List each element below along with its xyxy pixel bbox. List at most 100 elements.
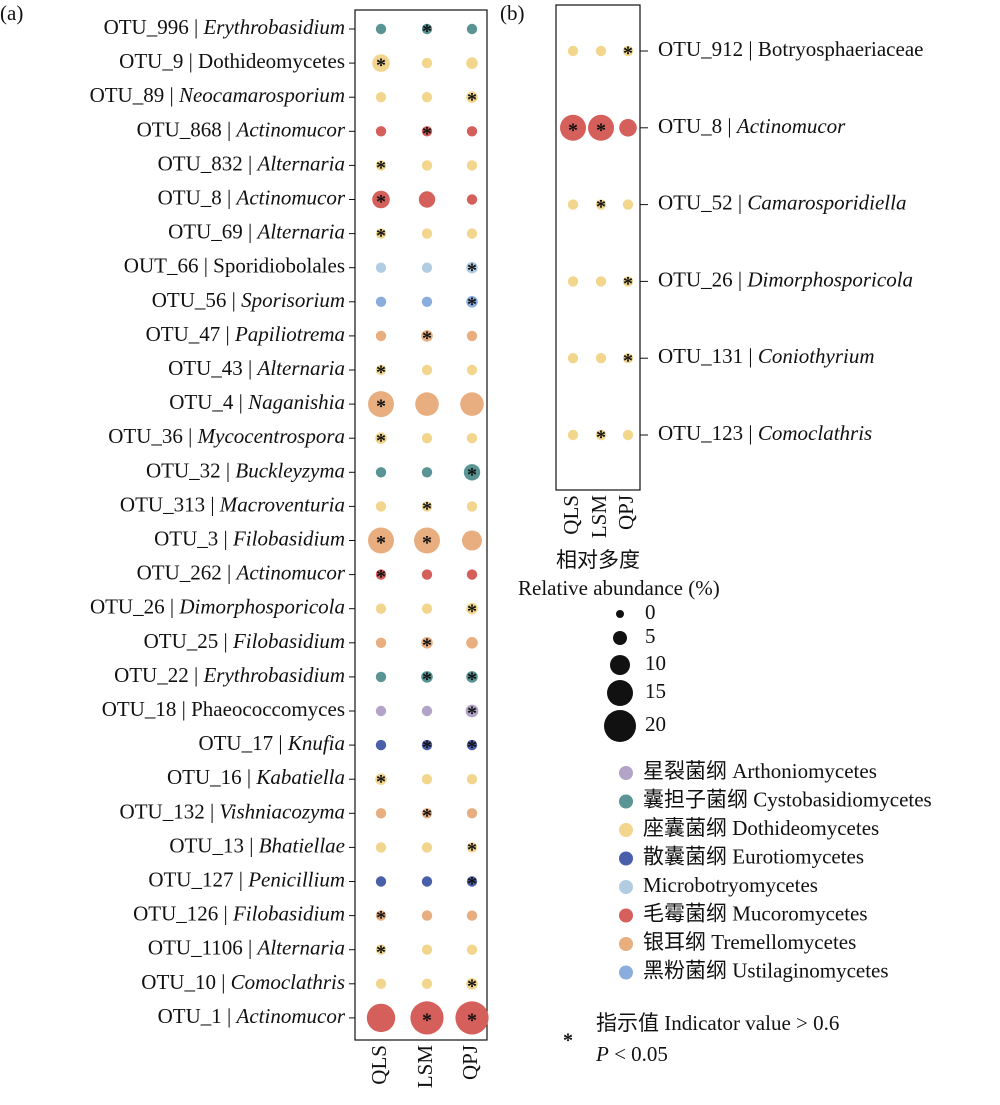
bubble bbox=[466, 501, 478, 512]
bubble bbox=[466, 637, 478, 649]
otu-id: OTU_1 | bbox=[158, 1004, 232, 1028]
size-legend-dot bbox=[604, 710, 636, 742]
bubble bbox=[375, 330, 387, 342]
bubble bbox=[466, 57, 478, 69]
bubble bbox=[466, 364, 478, 376]
indicator-star: * bbox=[467, 293, 477, 315]
otu-id: OTU_17 | bbox=[198, 731, 282, 755]
panel-frame bbox=[354, 9, 488, 1041]
taxon: Actinomucor bbox=[235, 560, 346, 584]
bubble bbox=[462, 530, 482, 551]
bubble bbox=[622, 276, 634, 287]
indicator-star: * bbox=[376, 566, 386, 588]
otu-id: OTU_313 | bbox=[120, 492, 215, 516]
indicator-star: * bbox=[376, 430, 386, 452]
indicator-star: * bbox=[422, 1009, 432, 1031]
size-legend-label: 5 bbox=[645, 624, 656, 648]
indicator-star: * bbox=[376, 771, 386, 793]
bubble bbox=[421, 603, 433, 614]
row-label: OTU_132 | Vishniacozyma bbox=[120, 799, 345, 823]
otu-id: OTU_52 | bbox=[658, 190, 742, 214]
indicator-star: * bbox=[422, 498, 432, 520]
bubble bbox=[421, 705, 433, 717]
indicator-star: * bbox=[467, 975, 477, 997]
bubble bbox=[421, 569, 433, 580]
class-legend-dot bbox=[619, 766, 633, 780]
otu-id: OTU_43 | bbox=[168, 356, 252, 380]
row-label: OTU_868 | Actinomucor bbox=[137, 117, 346, 141]
row-label: OTU_13 | Bhatiellae bbox=[169, 833, 345, 857]
class-legend-label: 座囊菌纲 Dothideomycetes bbox=[643, 816, 879, 840]
bubble bbox=[375, 637, 387, 648]
bubble bbox=[375, 467, 387, 478]
bubble bbox=[414, 527, 440, 554]
bubble bbox=[375, 603, 387, 614]
otu-id: OTU_26 | bbox=[658, 267, 742, 291]
indicator-star: * bbox=[596, 427, 606, 449]
bubble bbox=[466, 842, 478, 853]
class-legend-dot bbox=[619, 880, 633, 894]
taxon: Actinomucor bbox=[235, 1004, 346, 1028]
bubble bbox=[421, 228, 433, 239]
size-legend-label: 0 bbox=[645, 600, 656, 624]
bubble bbox=[466, 160, 478, 171]
bubble bbox=[421, 876, 433, 887]
bubble bbox=[588, 114, 614, 141]
bubble bbox=[421, 842, 433, 853]
size-legend-dot bbox=[616, 610, 624, 618]
indicator-star: * bbox=[467, 668, 477, 690]
row-label: OTU_127 | Penicillium bbox=[148, 867, 345, 891]
otu-id: OTU_8 | bbox=[158, 185, 232, 209]
bubble bbox=[421, 126, 433, 137]
row-label: OTU_18 | Phaeococcomyces bbox=[102, 697, 345, 721]
row-label: OTU_123 | Comoclathris bbox=[658, 421, 872, 445]
taxon: Alternaria bbox=[256, 356, 346, 380]
bubble bbox=[466, 808, 478, 819]
otu-id: OTU_10 | bbox=[141, 970, 225, 994]
bubble bbox=[375, 944, 387, 955]
bubble bbox=[466, 739, 478, 751]
bubble bbox=[567, 276, 579, 287]
otu-id: OTU_25 | bbox=[144, 629, 228, 653]
taxon: Sporidiobolales bbox=[213, 254, 345, 278]
bubble bbox=[421, 467, 433, 478]
panel-frame bbox=[555, 4, 641, 491]
otu-id: OTU_3 | bbox=[154, 526, 228, 550]
taxon: Filobasidium bbox=[232, 901, 345, 925]
taxon: Filobasidium bbox=[232, 629, 345, 653]
size-legend-label: 20 bbox=[645, 712, 666, 736]
bubble bbox=[466, 296, 478, 308]
bubble bbox=[466, 23, 478, 35]
bubble bbox=[622, 353, 634, 364]
size-legend-dot bbox=[610, 655, 630, 675]
otu-id: OTU_32 | bbox=[146, 458, 230, 482]
size-legend-dot bbox=[613, 631, 627, 645]
row-label: OTU_10 | Comoclathris bbox=[141, 970, 345, 994]
row-label: OTU_16 | Kabatiella bbox=[167, 765, 345, 789]
indicator-star: * bbox=[376, 191, 386, 213]
class-legend-dot bbox=[619, 937, 633, 951]
bubble bbox=[375, 978, 387, 989]
indicator-star: * bbox=[422, 21, 432, 43]
indicator-star: * bbox=[596, 196, 606, 218]
row-label: OTU_3 | Filobasidium bbox=[154, 526, 345, 550]
bubble bbox=[421, 671, 433, 683]
bubble bbox=[567, 199, 579, 210]
bubble bbox=[421, 808, 433, 819]
bubble bbox=[375, 842, 387, 853]
otu-id: OTU_89 | bbox=[90, 83, 174, 107]
class-legend-label: 毛霉菌纲 Mucoromycetes bbox=[643, 901, 868, 925]
indicator-star: * bbox=[422, 532, 432, 554]
taxon: Neocamarosporium bbox=[178, 83, 345, 107]
row-label: OTU_47 | Papiliotrema bbox=[146, 322, 345, 346]
taxon: Actinomucor bbox=[735, 114, 846, 138]
otu-id: OTU_123 | bbox=[658, 421, 753, 445]
taxon: Naganishia bbox=[247, 390, 345, 414]
bubble bbox=[463, 464, 481, 481]
indicator-star: * bbox=[623, 350, 633, 372]
indicator-star: * bbox=[467, 703, 477, 725]
column-label: LSM bbox=[413, 1045, 437, 1089]
taxon: Bhatiellae bbox=[259, 833, 345, 857]
indicator-star: * bbox=[376, 396, 386, 418]
